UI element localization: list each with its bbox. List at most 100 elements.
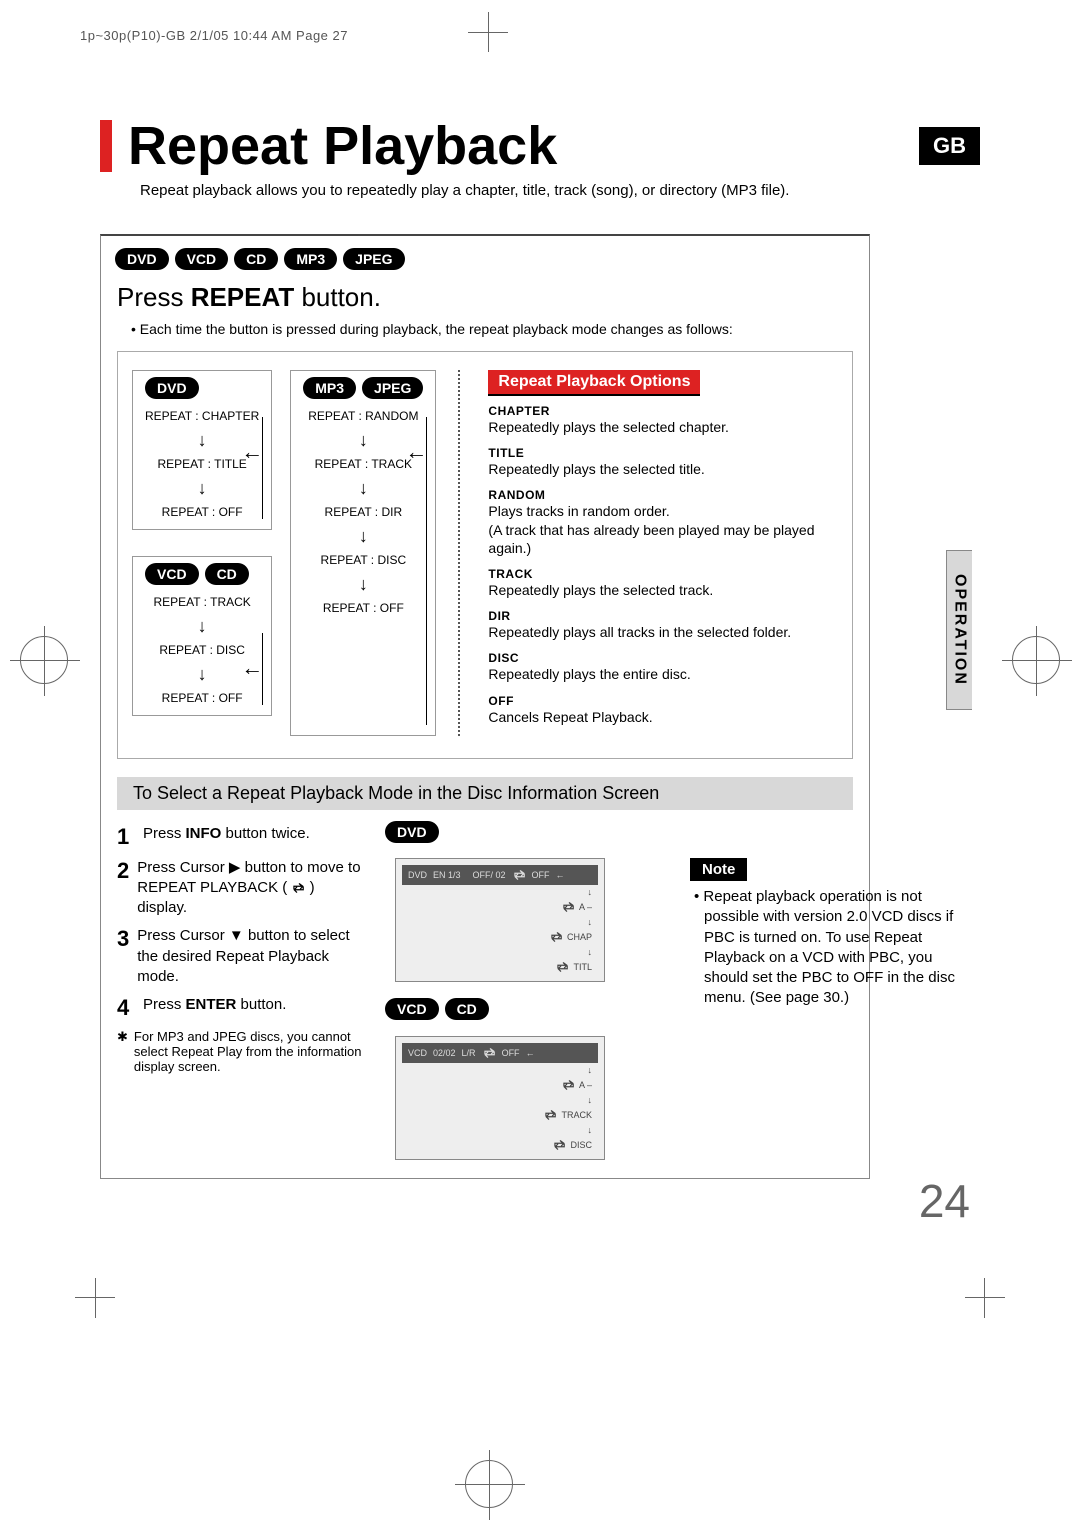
- registration-mark-icon: [465, 1460, 513, 1508]
- flow-item: REPEAT : TITLE: [157, 457, 246, 471]
- flow-item: REPEAT : CHAPTER: [145, 409, 259, 423]
- flow-item: REPEAT : TRACK: [153, 595, 250, 609]
- arrow-down-icon: ↓: [198, 617, 207, 635]
- repeat-icon: [482, 1047, 496, 1059]
- option-off: OFFCancels Repeat Playback.: [488, 694, 838, 726]
- crop-mark: [984, 1278, 985, 1318]
- step-1: 1Press INFO button twice.: [117, 824, 367, 850]
- arrow-down-icon: ↓: [359, 431, 368, 449]
- arrow-down-icon: ↓: [588, 887, 593, 897]
- option-chapter: CHAPTERRepeatedly plays the selected cha…: [488, 404, 838, 436]
- flow-item: REPEAT : OFF: [162, 505, 243, 519]
- arrow-down-icon: ↓: [588, 1095, 593, 1105]
- press-instruction: Press REPEAT button.: [101, 274, 869, 317]
- flow-item: REPEAT : TRACK: [315, 457, 412, 471]
- flow-item: REPEAT : RANDOM: [308, 409, 418, 423]
- arrow-down-icon: ↓: [198, 479, 207, 497]
- arrow-down-icon: ↓: [588, 1065, 593, 1075]
- flow-item: REPEAT : DISC: [321, 553, 407, 567]
- note-text: • Repeat playback operation is not possi…: [690, 887, 970, 1009]
- flow-item: REPEAT : OFF: [162, 691, 243, 705]
- crop-mark: [468, 32, 508, 33]
- registration-mark-icon: [1012, 636, 1060, 684]
- repeat-icon: [291, 882, 305, 894]
- footnote: ✱For MP3 and JPEG discs, you cannot sele…: [117, 1029, 367, 1074]
- arrow-down-icon: ↓: [588, 947, 593, 957]
- section-tab-label: OPERATION: [951, 574, 969, 686]
- arrow-left-icon: ←: [556, 870, 565, 880]
- option-title: TITLERepeatedly plays the selected title…: [488, 446, 838, 478]
- flow-item: REPEAT : OFF: [323, 601, 404, 615]
- main-section: DVD VCD CD MP3 JPEG Press REPEAT button.…: [100, 234, 870, 1179]
- arrow-down-icon: ↓: [198, 665, 207, 683]
- screen-pill-cd: CD: [445, 998, 489, 1020]
- screen-dvd-bar: DVD EN 1/3 OFF/ 02 OFF ←: [402, 865, 598, 885]
- arrow-down-icon: ↓: [588, 917, 593, 927]
- repeat-icon: [561, 901, 575, 913]
- mp3-flow: MP3 JPEG REPEAT : RANDOM ← ↓ REPEAT : TR…: [290, 370, 436, 736]
- screen-pill-vcd: VCD: [385, 998, 439, 1020]
- subtitle: Repeat playback allows you to repeatedly…: [140, 182, 970, 199]
- pill-vcd: VCD: [175, 248, 229, 270]
- pill-cd: CD: [234, 248, 278, 270]
- option-dir: DIRRepeatedly plays all tracks in the se…: [488, 609, 838, 641]
- crop-mark: [75, 1297, 115, 1298]
- section-tab-operation: OPERATION: [946, 550, 972, 710]
- arrow-down-icon: ↓: [588, 1125, 593, 1135]
- arrow-down-icon: ↓: [359, 479, 368, 497]
- repeat-icon: [555, 961, 569, 973]
- pill-dvd: DVD: [115, 248, 169, 270]
- pill-jpeg-small: JPEG: [362, 377, 423, 399]
- step-2: 2Press Cursor ▶ button to move to REPEAT…: [117, 858, 367, 919]
- format-pills: DVD VCD CD MP3 JPEG: [101, 236, 869, 274]
- pill-mp3-small: MP3: [303, 377, 356, 399]
- press-suffix: button.: [294, 282, 381, 312]
- pill-mp3: MP3: [284, 248, 337, 270]
- steps-list: 1Press INFO button twice. 2Press Cursor …: [117, 824, 367, 1160]
- title-accent-bar: [100, 120, 112, 172]
- screen-vcd-bar: VCD 02/02 L/R OFF ←: [402, 1043, 598, 1063]
- title-row: Repeat Playback GB: [100, 115, 980, 177]
- options-column: Repeat Playback Options CHAPTERRepeatedl…: [482, 370, 838, 736]
- dotted-separator: [458, 370, 460, 736]
- screen-pill-dvd: DVD: [385, 821, 439, 843]
- arrow-left-icon: ←: [405, 439, 427, 465]
- pill-jpeg: JPEG: [343, 248, 404, 270]
- registration-mark-icon: [20, 636, 68, 684]
- step-3: 3Press Cursor ▼ button to select the des…: [117, 926, 367, 987]
- info-screens: DVD DVD EN 1/3 OFF/ 02 OFF ← ↓ A – ↓ CHA…: [385, 824, 615, 1160]
- crop-mark: [965, 1297, 1005, 1298]
- repeat-icon: [561, 1079, 575, 1091]
- pill-dvd-small: DVD: [145, 377, 199, 399]
- pill-vcd-small: VCD: [145, 563, 199, 585]
- note-label: Note: [690, 858, 747, 881]
- flow-item: REPEAT : DISC: [159, 643, 245, 657]
- option-track: TRACKRepeatedly plays the selected track…: [488, 567, 838, 599]
- repeat-icon: [543, 1109, 557, 1121]
- language-badge: GB: [919, 127, 980, 165]
- arrow-left-icon: ←: [526, 1048, 535, 1058]
- header-path: 1p~30p(P10)-GB 2/1/05 10:44 AM Page 27: [80, 28, 348, 43]
- flow-item: REPEAT : DIR: [325, 505, 403, 519]
- arrow-left-icon: ←: [241, 439, 263, 465]
- press-bullet: • Each time the button is pressed during…: [101, 317, 869, 351]
- press-bold: REPEAT: [191, 282, 295, 312]
- repeat-icon: [512, 869, 526, 881]
- lower-section-title: To Select a Repeat Playback Mode in the …: [117, 777, 853, 810]
- crop-mark: [95, 1278, 96, 1318]
- page-title: Repeat Playback: [128, 115, 557, 177]
- dvd-flow: DVD REPEAT : CHAPTER ← ↓ REPEAT : TITLE …: [132, 370, 272, 530]
- option-disc: DISCRepeatedly plays the entire disc.: [488, 651, 838, 683]
- arrow-left-icon: ←: [241, 655, 263, 681]
- arrow-down-icon: ↓: [359, 527, 368, 545]
- vcd-flow: VCD CD REPEAT : TRACK ← ↓ REPEAT : DISC …: [132, 556, 272, 716]
- page-number: 24: [919, 1174, 970, 1228]
- press-prefix: Press: [117, 282, 191, 312]
- arrow-down-icon: ↓: [198, 431, 207, 449]
- repeat-icon: [549, 931, 563, 943]
- repeat-icon: [552, 1139, 566, 1151]
- note-area: Note • Repeat playback operation is not …: [690, 858, 970, 1009]
- options-header: Repeat Playback Options: [488, 370, 700, 396]
- flow-diagram-box: DVD REPEAT : CHAPTER ← ↓ REPEAT : TITLE …: [117, 351, 853, 759]
- screen-vcd: VCD 02/02 L/R OFF ← ↓ A – ↓ TRACK ↓ DISC: [395, 1036, 605, 1160]
